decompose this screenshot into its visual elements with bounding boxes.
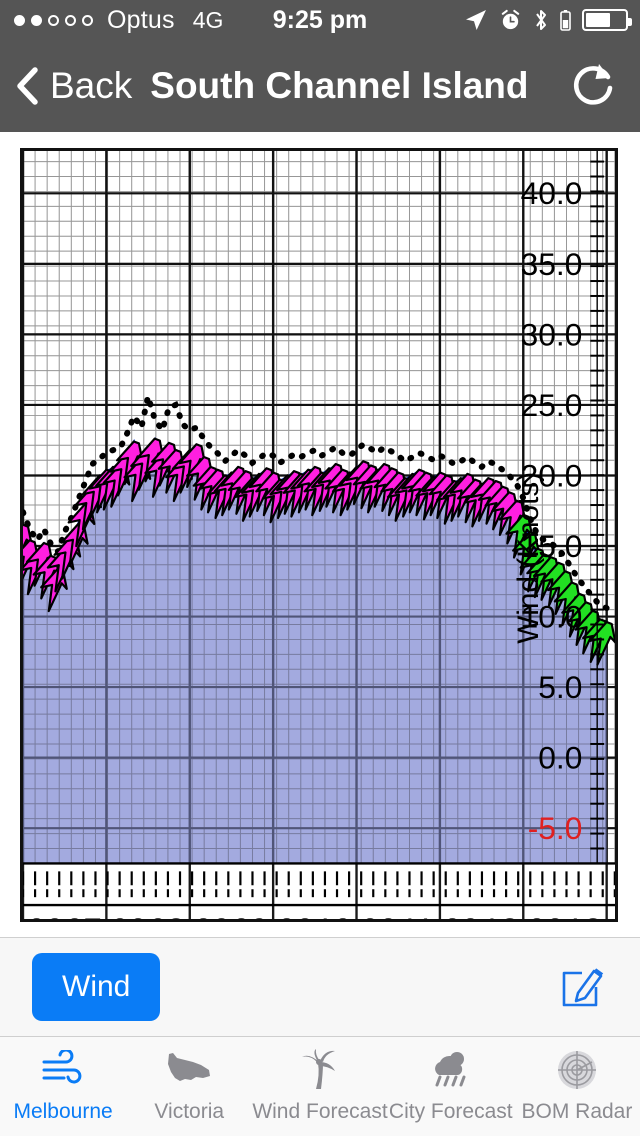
map-victoria-icon [163,1047,215,1093]
svg-text:Wind (Knots): Wind (Knots) [512,472,545,644]
alarm-clock-icon [501,9,520,29]
svg-text:10:00: 10:00 [316,911,398,919]
status-bar: Optus 4G 9:25 pm [0,0,640,40]
svg-text:15.0: 15.0 [521,528,583,564]
back-label: Back [50,65,133,106]
svg-text:20.0: 20.0 [521,457,583,493]
wind-chart[interactable]: 40.0 35.0 30.0 25.0 20.0 15.0 10.0 5.0 0.0 -5.0 Wi… [20,148,618,922]
svg-text:11:00: 11:00 [400,911,479,919]
svg-text:13:00: 13:00 [566,911,615,919]
tab-bar: Melbourne Victoria Wind Forecast [0,1037,640,1136]
location-arrow-icon [466,10,486,30]
tab-label-bom-radar: BOM Radar [521,1100,633,1123]
bluetooth-icon [536,10,546,30]
status-time: 9:25 pm [272,5,368,34]
svg-text:08:00: 08:00 [149,911,231,919]
svg-text:5.0: 5.0 [538,669,582,705]
page-title: South Channel Island [150,65,529,106]
tab-label-victoria: Victoria [154,1100,225,1123]
tab-victoria[interactable]: Victoria [126,1037,252,1124]
radar-icon [554,1047,600,1093]
svg-text:0.0: 0.0 [538,740,582,776]
back-button[interactable]: Back [14,65,132,107]
tab-label-wind-forecast: Wind Forecast [252,1100,388,1123]
battery-icon [582,9,632,31]
signal-dot-5 [82,14,93,26]
wind-icon [40,1047,86,1093]
signal-dot-4 [65,14,76,26]
chevron-left-icon [17,67,38,105]
svg-text:35.0: 35.0 [521,246,583,282]
svg-text:07:00: 07:00 [66,911,148,919]
tab-label-city-forecast: City Forecast [388,1100,513,1123]
rain-cloud-icon [427,1047,475,1093]
signal-dot-3 [48,14,59,26]
chart-panel: 40.0 35.0 30.0 25.0 20.0 15.0 10.0 5.0 0.0 -5.0 Wi… [0,132,640,937]
signal-strength-indicator [14,14,93,26]
network-type-label: 4G [192,6,224,33]
svg-text:25.0: 25.0 [521,387,583,423]
svg-text:06:00: 06:00 [23,911,64,919]
carrier-label: Optus [107,5,175,34]
tab-label-melbourne: Melbourne [13,1100,113,1123]
navigation-bar: Back South Channel Island [0,40,640,132]
battery-small-icon [560,9,571,31]
status-bar-right-icons [464,8,632,32]
svg-text:40.0: 40.0 [521,175,583,211]
svg-text:10.0: 10.0 [521,598,583,634]
signal-dot-1 [14,14,25,26]
svg-text:09:00: 09:00 [232,911,314,919]
palm-tree-icon [298,1047,342,1093]
tab-bom-radar[interactable]: BOM Radar [514,1037,640,1124]
svg-text:-5.0: -5.0 [528,810,583,846]
wind-chart-plot: 40.0 35.0 30.0 25.0 20.0 15.0 10.0 5.0 0.0 -5.0 Wi… [23,151,615,919]
tab-wind-forecast[interactable]: Wind Forecast [252,1037,388,1124]
svg-text:12:00: 12:00 [482,911,564,919]
tab-city-forecast[interactable]: City Forecast [388,1037,514,1124]
signal-dot-2 [31,14,42,26]
compose-icon[interactable] [558,963,606,1011]
wind-button[interactable]: Wind [32,953,161,1021]
svg-text:30.0: 30.0 [521,316,583,352]
tab-melbourne[interactable]: Melbourne [0,1037,126,1124]
chart-toolbar: Wind [0,937,640,1037]
refresh-icon[interactable] [568,60,618,112]
